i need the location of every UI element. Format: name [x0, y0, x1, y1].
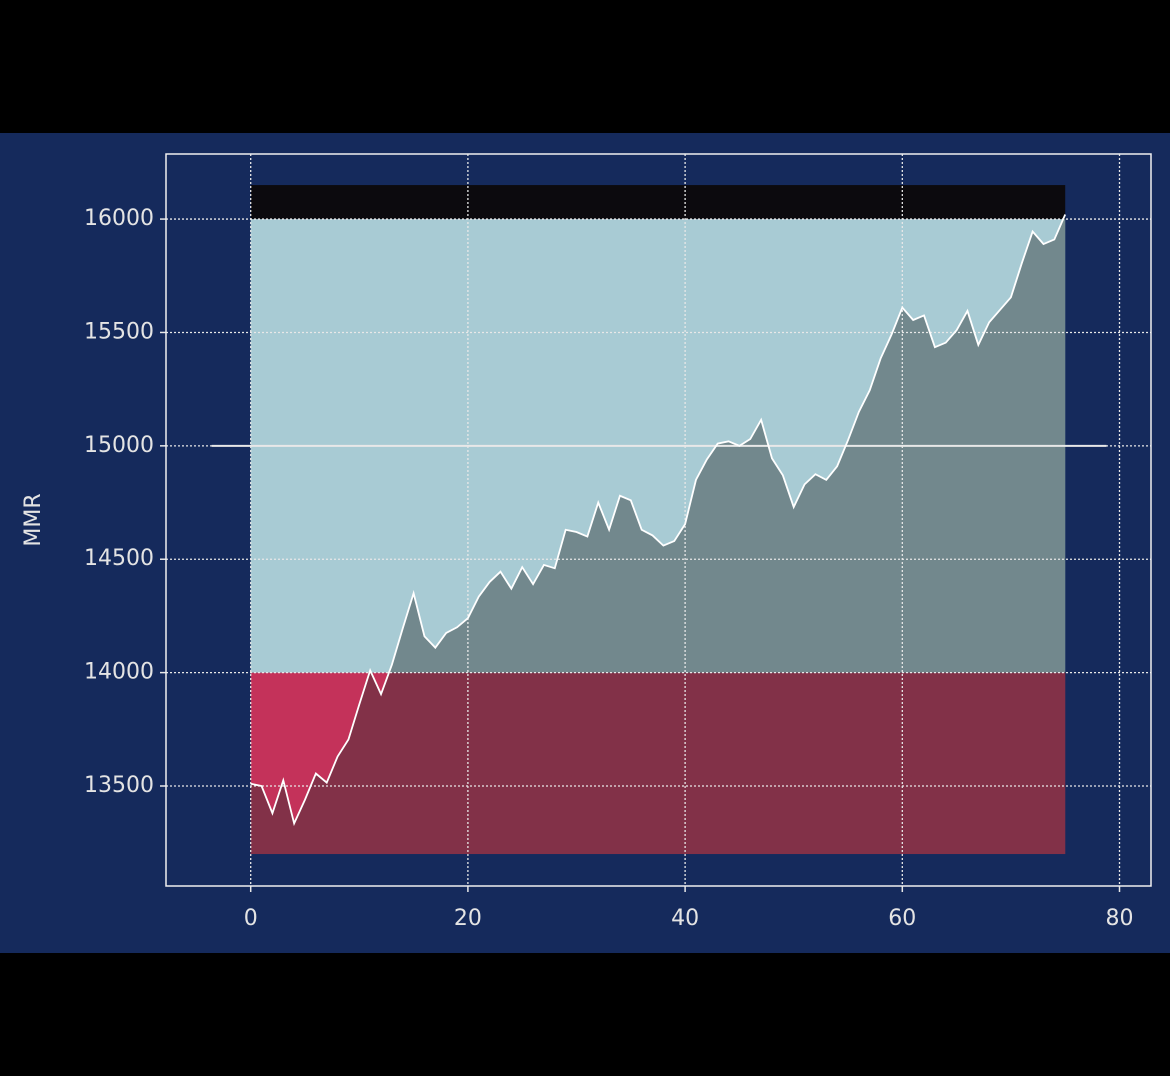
x-tick-label: 20 [454, 906, 482, 931]
y-tick-label: 13500 [84, 773, 154, 798]
band [250, 185, 1066, 220]
x-tick-label: 40 [671, 906, 699, 931]
mmr-line [250, 214, 1067, 827]
y-tick-label: 15500 [84, 319, 154, 344]
y-tick-label: 16000 [84, 206, 154, 231]
y-tick-label: 14000 [84, 660, 154, 685]
band [250, 672, 1066, 855]
x-tick-label: 0 [244, 906, 258, 931]
y-axis-label: MMR [21, 493, 46, 546]
x-tick-label: 80 [1106, 906, 1134, 931]
y-tick-label: 14500 [84, 546, 154, 571]
axes-frame [165, 153, 1152, 887]
x-tick-label: 60 [888, 906, 916, 931]
area-fill [250, 214, 1066, 855]
y-tick-label: 15000 [84, 433, 154, 458]
